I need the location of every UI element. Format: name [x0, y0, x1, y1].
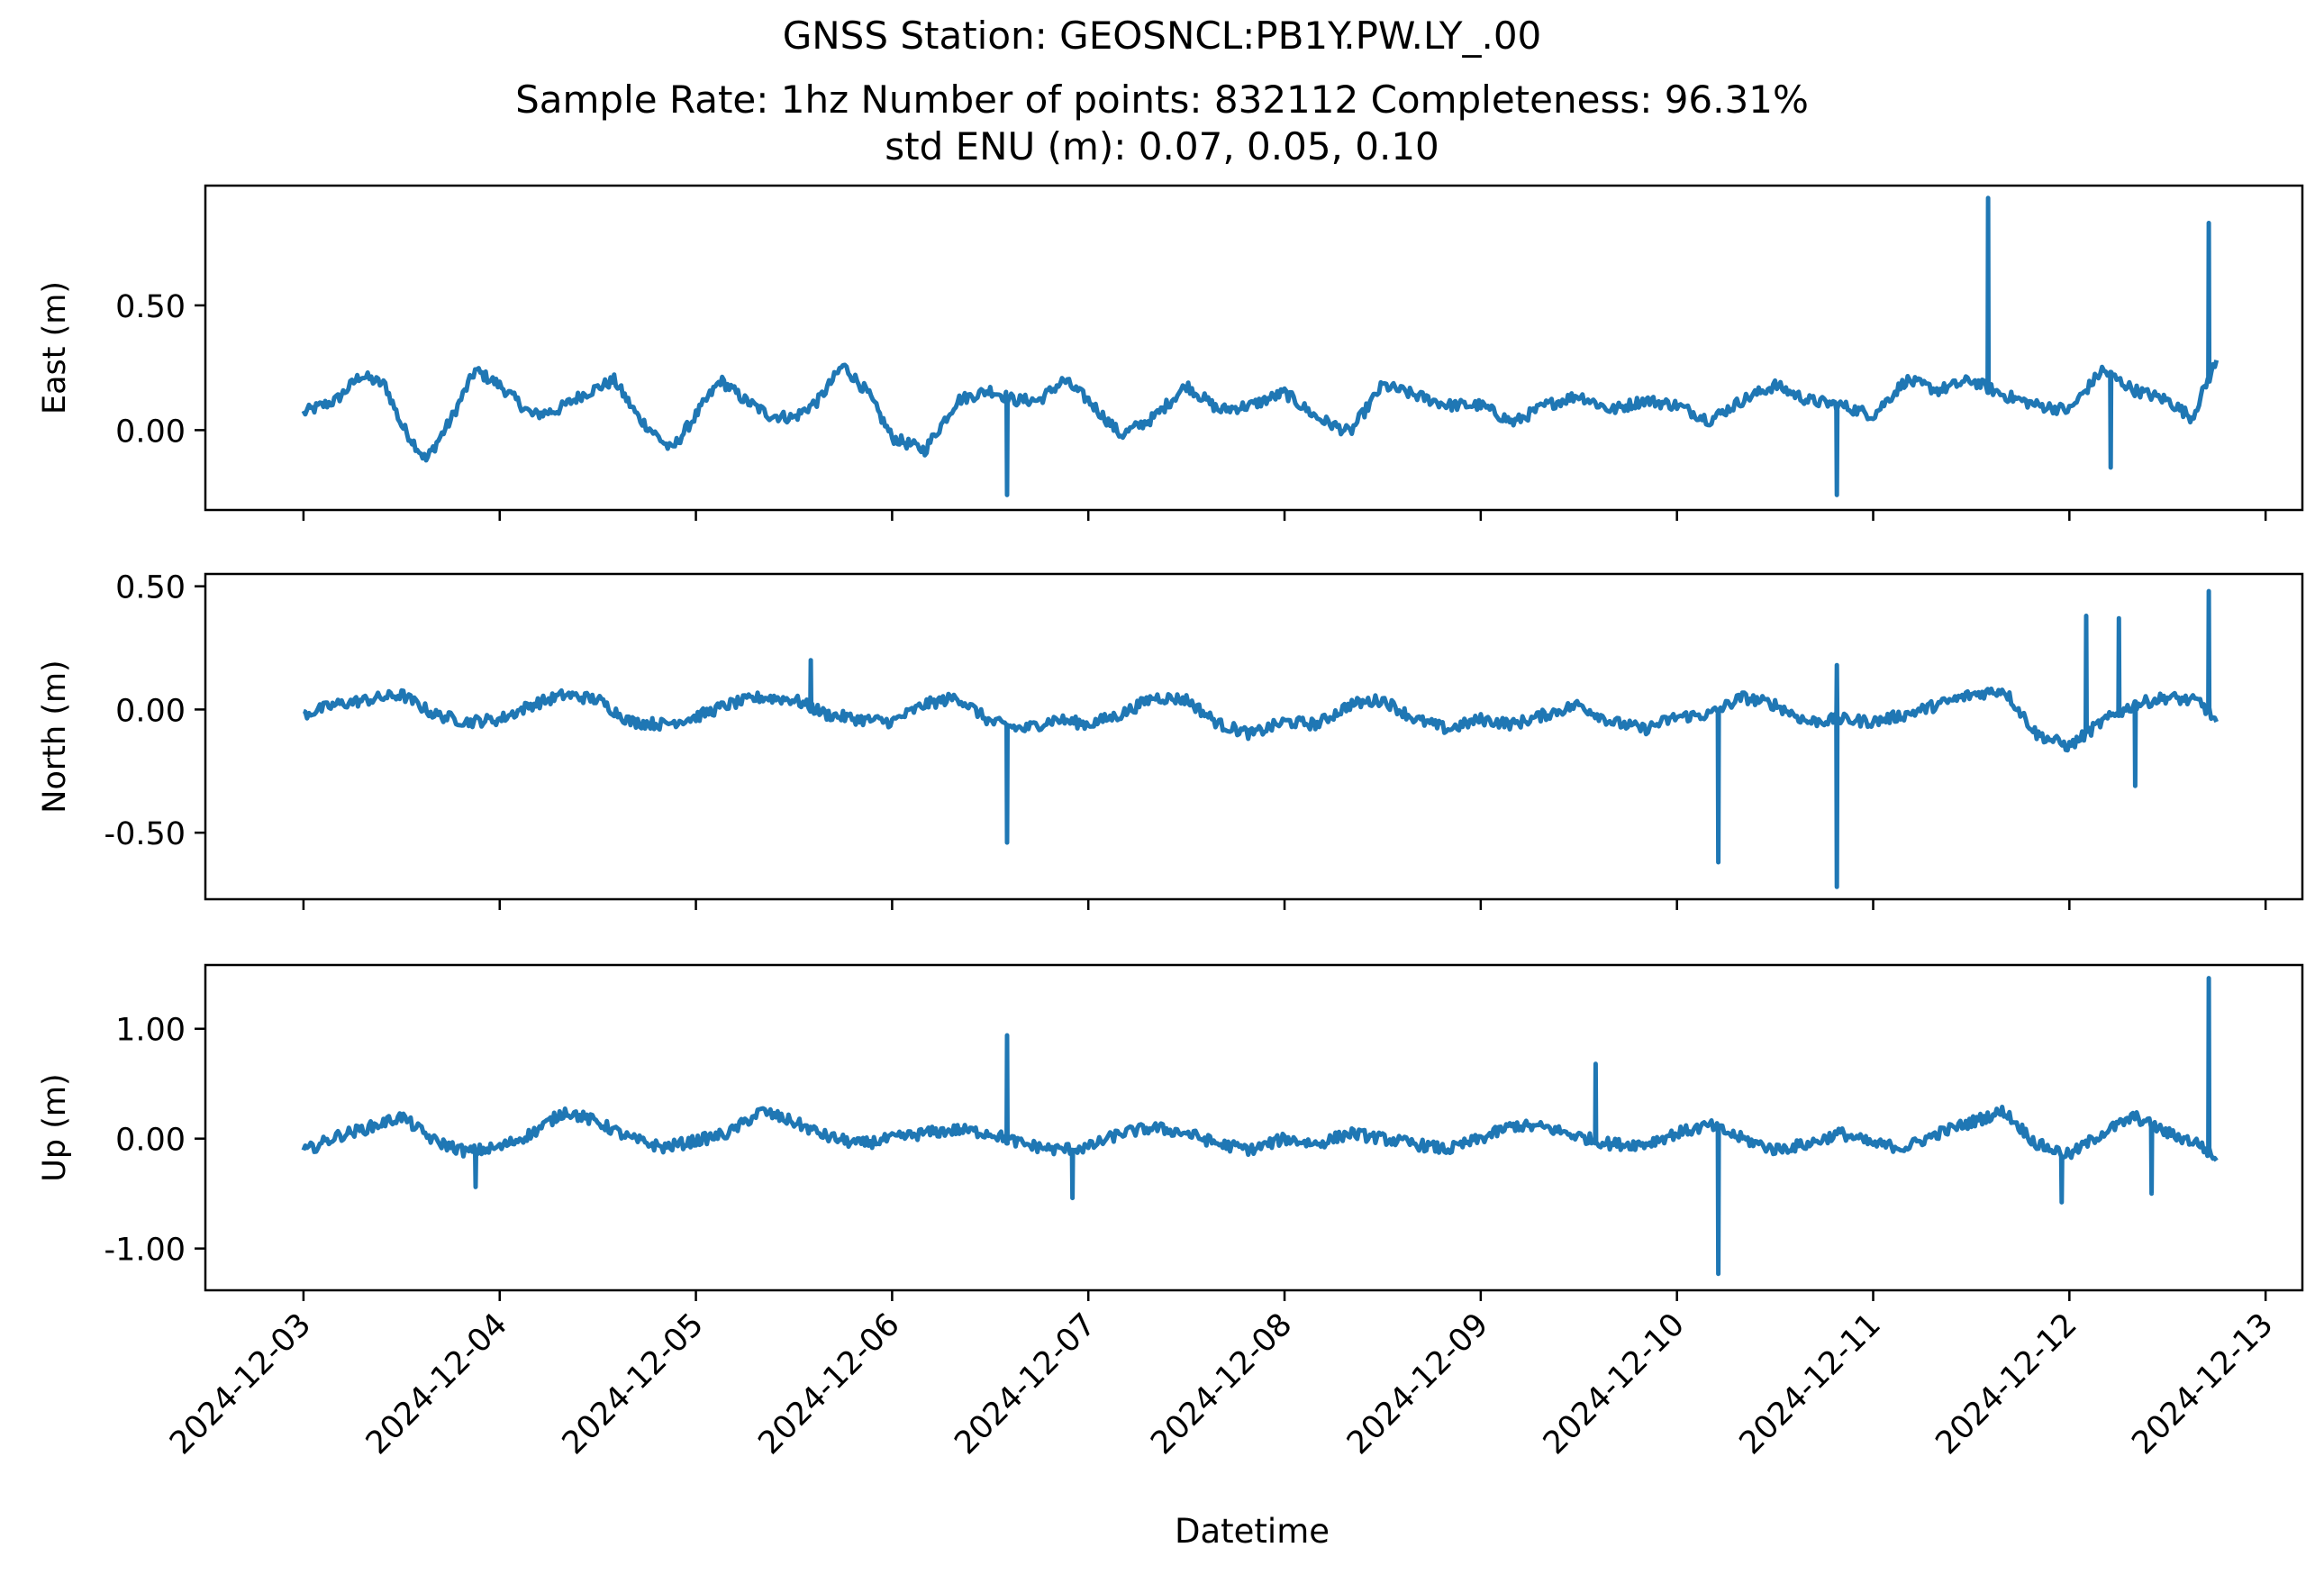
- series-line-up: [301, 976, 2219, 1277]
- y-tick-label: 0.50: [115, 289, 186, 325]
- x-tick-label: 2024-12-03: [163, 1306, 318, 1461]
- y-tick-label: 0.50: [115, 570, 186, 606]
- y-axis-label: East (m): [37, 281, 73, 414]
- plot-frame: [204, 184, 2304, 512]
- y-axis-label: Up (m): [37, 1073, 73, 1181]
- x-tick-label: 2024-12-09: [1340, 1306, 1495, 1461]
- y-tick-label: 0.00: [115, 693, 186, 729]
- x-tick-label: 2024-12-07: [948, 1306, 1103, 1461]
- y-tick-label: 0.00: [115, 1123, 186, 1159]
- x-tick-label: 2024-12-13: [2125, 1306, 2280, 1461]
- x-tick-label: 2024-12-10: [1537, 1306, 1692, 1461]
- x-tick-label: 2024-12-11: [1733, 1306, 1888, 1461]
- panel-up: 1.00 0.00 -1.00 Up (m) 2024-12-03 2024-12-04 2…: [37, 963, 2304, 1461]
- panel-north: 0.50 0.00 -0.50 North (m): [37, 570, 2304, 910]
- x-tick-label: 2024-12-05: [556, 1306, 711, 1461]
- x-tick-label: 2024-12-12: [1929, 1306, 2084, 1461]
- chart-title-line-2: Sample Rate: 1hz Number of points: 83211…: [515, 77, 1809, 122]
- plot-frame: [204, 963, 2304, 1292]
- y-tick-label: -0.50: [104, 816, 186, 852]
- chart-title-line-3: std ENU (m): 0.07, 0.05, 0.10: [885, 124, 1439, 168]
- series-line-east: [301, 196, 2220, 497]
- x-tick-label: 2024-12-08: [1144, 1306, 1299, 1461]
- series-line-north: [302, 588, 2219, 889]
- y-tick-label: 1.00: [115, 1013, 186, 1049]
- plot-frame: [204, 572, 2304, 901]
- y-tick-label: -1.00: [104, 1233, 186, 1269]
- chart-title-line-1: GNSS Station: GEOSNCL:PB1Y.PW.LY_.00: [782, 14, 1542, 58]
- x-tick-label: 2024-12-04: [359, 1306, 514, 1461]
- y-tick-label: 0.00: [115, 414, 186, 450]
- x-axis-label: Datetime: [1175, 1512, 1330, 1551]
- panel-east: 0.50 0.00 East (m): [37, 184, 2304, 521]
- x-tick-label: 2024-12-06: [752, 1306, 907, 1461]
- y-axis-label: North (m): [37, 660, 73, 813]
